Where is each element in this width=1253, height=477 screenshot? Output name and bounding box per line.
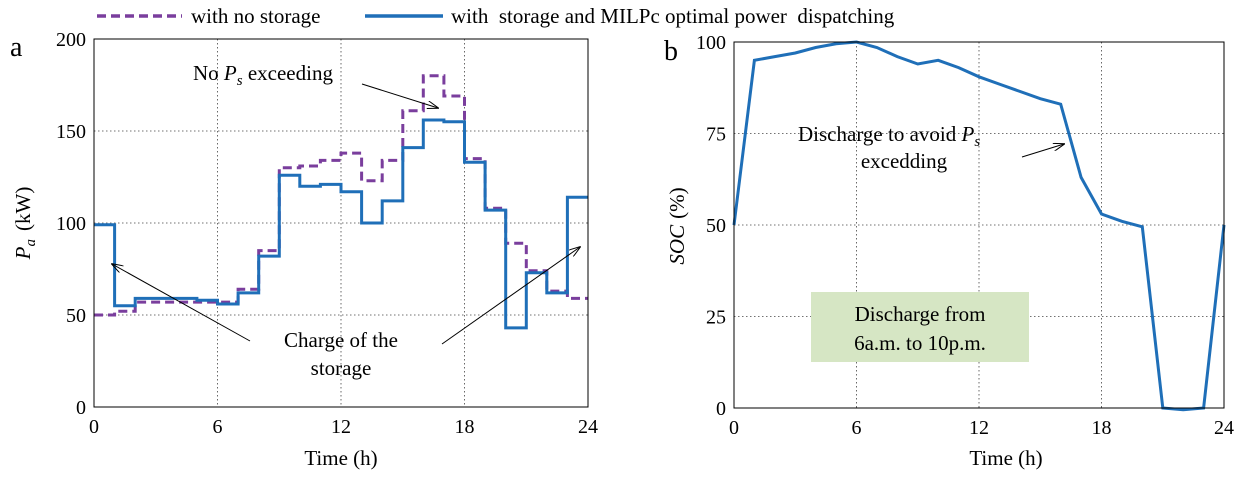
series-line-with-storage-b: [732, 40, 1226, 412]
x-tick-label-b: 24: [1214, 417, 1234, 439]
panel-letter-b: b: [664, 36, 678, 67]
panel-letter-a: a: [10, 32, 23, 63]
arrow-charge-right: [441, 247, 580, 345]
legend-label-with-storage: with storage and MILPc optimal power dis…: [451, 4, 895, 28]
series-line-with-storage-a: [94, 118, 588, 330]
y-axis-label-b: SOC (%): [665, 187, 689, 264]
annotation-no-ps-exceeding: No Ps exceeding: [193, 61, 333, 89]
annotation-discharge-line2: excedding: [861, 149, 948, 173]
plot-frame-b: [733, 41, 1225, 409]
annotation-charge-line1: Charge of the: [284, 328, 398, 352]
ticks-b: 0 6 12 18 24 0 25 50 75 100: [696, 32, 1234, 439]
note-box-line1: Discharge from: [855, 302, 986, 326]
chart-panel-a: 0 6 12 18 24 0 50 100 150 200 Time (h) Pa (kW) No …: [11, 29, 598, 470]
x-tick-label-b: 0: [729, 417, 739, 439]
series-a: [94, 74, 588, 330]
ticks-a: 0 6 12 18 24 0 50 100 150 200: [56, 29, 598, 438]
x-tick-label-a: 18: [455, 416, 475, 438]
y-tick-label-a: 50: [66, 305, 86, 327]
x-tick-label-a: 6: [213, 416, 223, 438]
y-axis-label-a-sub: a: [23, 239, 39, 247]
legend-label-no-storage: with no storage: [191, 4, 320, 28]
y-axis-label-a: Pa (kW): [11, 187, 39, 261]
x-axis-label-a: Time (h): [304, 446, 377, 470]
note-box-discharge-period: [811, 292, 1029, 362]
x-axis-label-b: Time (h): [969, 446, 1042, 470]
y-tick-label-b: 75: [706, 124, 726, 146]
plot-frame-a: [93, 38, 589, 408]
x-tick-label-b: 6: [852, 417, 862, 439]
x-tick-label-a: 0: [89, 416, 99, 438]
x-tick-label-a: 24: [578, 416, 598, 438]
y-tick-label-a: 100: [56, 213, 86, 235]
legend: with no storage with storage and MILPc o…: [97, 4, 895, 28]
y-tick-label-a: 200: [56, 29, 86, 51]
y-tick-label-b: 50: [706, 215, 726, 237]
y-tick-label-b: 0: [716, 398, 726, 420]
x-tick-label-b: 18: [1092, 417, 1112, 439]
series-b: [732, 40, 1226, 412]
x-tick-label-b: 12: [969, 417, 989, 439]
chart-panel-b: Discharge from 6a.m. to 10p.m. 0 6 12 18 240…: [665, 32, 1234, 470]
y-axis-label-b-unit: (%): [665, 187, 689, 218]
y-tick-label-b: 100: [696, 32, 726, 54]
y-axis-label-b-main: SOC: [665, 224, 689, 265]
y-axis-label-a-unit: (kW): [11, 187, 35, 231]
annotation-discharge-line1: Discharge to avoid Ps: [798, 122, 980, 150]
note-box-line2: 6a.m. to 10p.m.: [854, 331, 986, 355]
arrow-charge-left: [112, 264, 251, 342]
arrow-discharge: [1021, 144, 1064, 158]
x-tick-label-a: 12: [331, 416, 351, 438]
y-tick-label-a: 0: [76, 397, 86, 419]
y-tick-label-b: 25: [706, 307, 726, 329]
arrow-no-ps-exceeding: [361, 83, 438, 108]
y-axis-label-a-main: P: [11, 246, 35, 260]
y-tick-label-a: 150: [56, 121, 86, 143]
annotation-charge-line2: storage: [311, 356, 372, 380]
series-line-no-storage-a: [94, 74, 588, 317]
